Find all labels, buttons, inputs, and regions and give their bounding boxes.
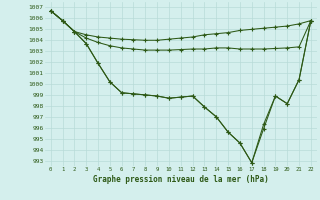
X-axis label: Graphe pression niveau de la mer (hPa): Graphe pression niveau de la mer (hPa) — [93, 175, 269, 184]
